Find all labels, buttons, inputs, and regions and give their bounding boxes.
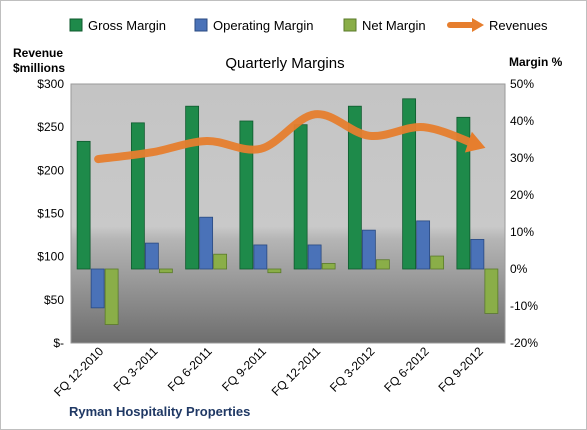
right-tick-label: 50%	[510, 77, 534, 91]
revenue-arrowhead	[464, 131, 486, 153]
bar-gross-margin	[76, 140, 91, 270]
category-label: FQ 12-2010	[51, 344, 106, 399]
bar-net-margin	[267, 268, 282, 274]
right-axis-ticks: -20% -10% 0% 10% 20% 30% 40% 50%	[510, 77, 538, 350]
company-name: Ryman Hospitality Properties	[69, 404, 250, 419]
bar-net-margin	[375, 259, 390, 270]
bar-operating-margin	[199, 216, 214, 270]
right-tick-label: 40%	[510, 114, 534, 128]
bar-series	[76, 98, 499, 325]
category-label: FQ 6-2011	[165, 344, 215, 394]
left-tick-label: $200	[37, 163, 64, 177]
bar-net-margin	[321, 263, 336, 270]
left-tick-label: $-	[53, 336, 64, 350]
left-axis-label-line2: $millions	[13, 61, 65, 75]
legend-swatch-net-margin	[343, 18, 357, 32]
category-label: FQ 3-2012	[327, 344, 378, 395]
bar-net-margin	[213, 253, 228, 270]
bar-operating-margin	[90, 268, 105, 309]
right-tick-label: -10%	[510, 299, 538, 313]
bar-net-margin	[104, 268, 119, 325]
bar-gross-margin	[456, 116, 471, 270]
category-label: FQ 12-2011	[269, 344, 324, 399]
left-tick-label: $250	[37, 120, 64, 134]
left-tick-label: $150	[37, 207, 64, 221]
bar-operating-margin	[470, 238, 485, 270]
bar-gross-margin	[130, 122, 145, 270]
bar-operating-margin	[253, 244, 268, 270]
left-tick-label: $100	[37, 250, 64, 264]
right-axis-label: Margin %	[509, 55, 563, 69]
right-tick-label: 0%	[510, 262, 528, 276]
legend: Gross Margin Operating Margin Net Margin…	[69, 18, 548, 33]
legend-label-operating-margin: Operating Margin	[213, 18, 313, 33]
left-tick-label: $50	[44, 293, 64, 307]
right-tick-label: -20%	[510, 336, 538, 350]
left-axis-ticks: $- $50 $100 $150 $200 $250 $300	[37, 77, 64, 350]
bar-operating-margin	[361, 229, 376, 270]
bar-net-margin	[158, 268, 173, 274]
left-tick-label: $300	[37, 77, 64, 91]
category-label: FQ 9-2012	[436, 344, 487, 395]
legend-swatch-operating-margin	[194, 18, 208, 32]
bar-gross-margin	[185, 105, 200, 270]
right-tick-label: 20%	[510, 188, 534, 202]
category-label: FQ 9-2011	[219, 344, 269, 394]
category-labels: FQ 12-2010 FQ 3-2011 FQ 6-2011 FQ 9-2011 FQ …	[51, 344, 486, 399]
legend-swatch-revenues-arrowhead	[472, 18, 484, 32]
legend-swatch-gross-margin	[69, 18, 83, 32]
bar-operating-margin	[416, 220, 431, 270]
left-axis-label-line1: Revenue	[13, 46, 63, 60]
category-label: FQ 3-2011	[111, 344, 161, 394]
chart-title: Quarterly Margins	[225, 55, 344, 72]
legend-label-net-margin: Net Margin	[362, 18, 426, 33]
bar-gross-margin	[293, 124, 308, 270]
category-label: FQ 6-2012	[381, 344, 432, 395]
legend-label-revenues: Revenues	[489, 18, 548, 33]
right-tick-label: 10%	[510, 225, 534, 239]
right-tick-label: 30%	[510, 151, 534, 165]
bar-operating-margin	[307, 244, 322, 270]
bar-net-margin	[484, 268, 499, 314]
revenue-series	[94, 110, 486, 164]
bar-operating-margin	[144, 242, 159, 270]
revenue-line	[94, 110, 482, 164]
bar-gross-margin	[239, 120, 254, 270]
bar-net-margin	[430, 255, 445, 270]
bar-gross-margin	[347, 105, 362, 270]
legend-label-gross-margin: Gross Margin	[88, 18, 166, 33]
bar-gross-margin	[402, 98, 417, 270]
